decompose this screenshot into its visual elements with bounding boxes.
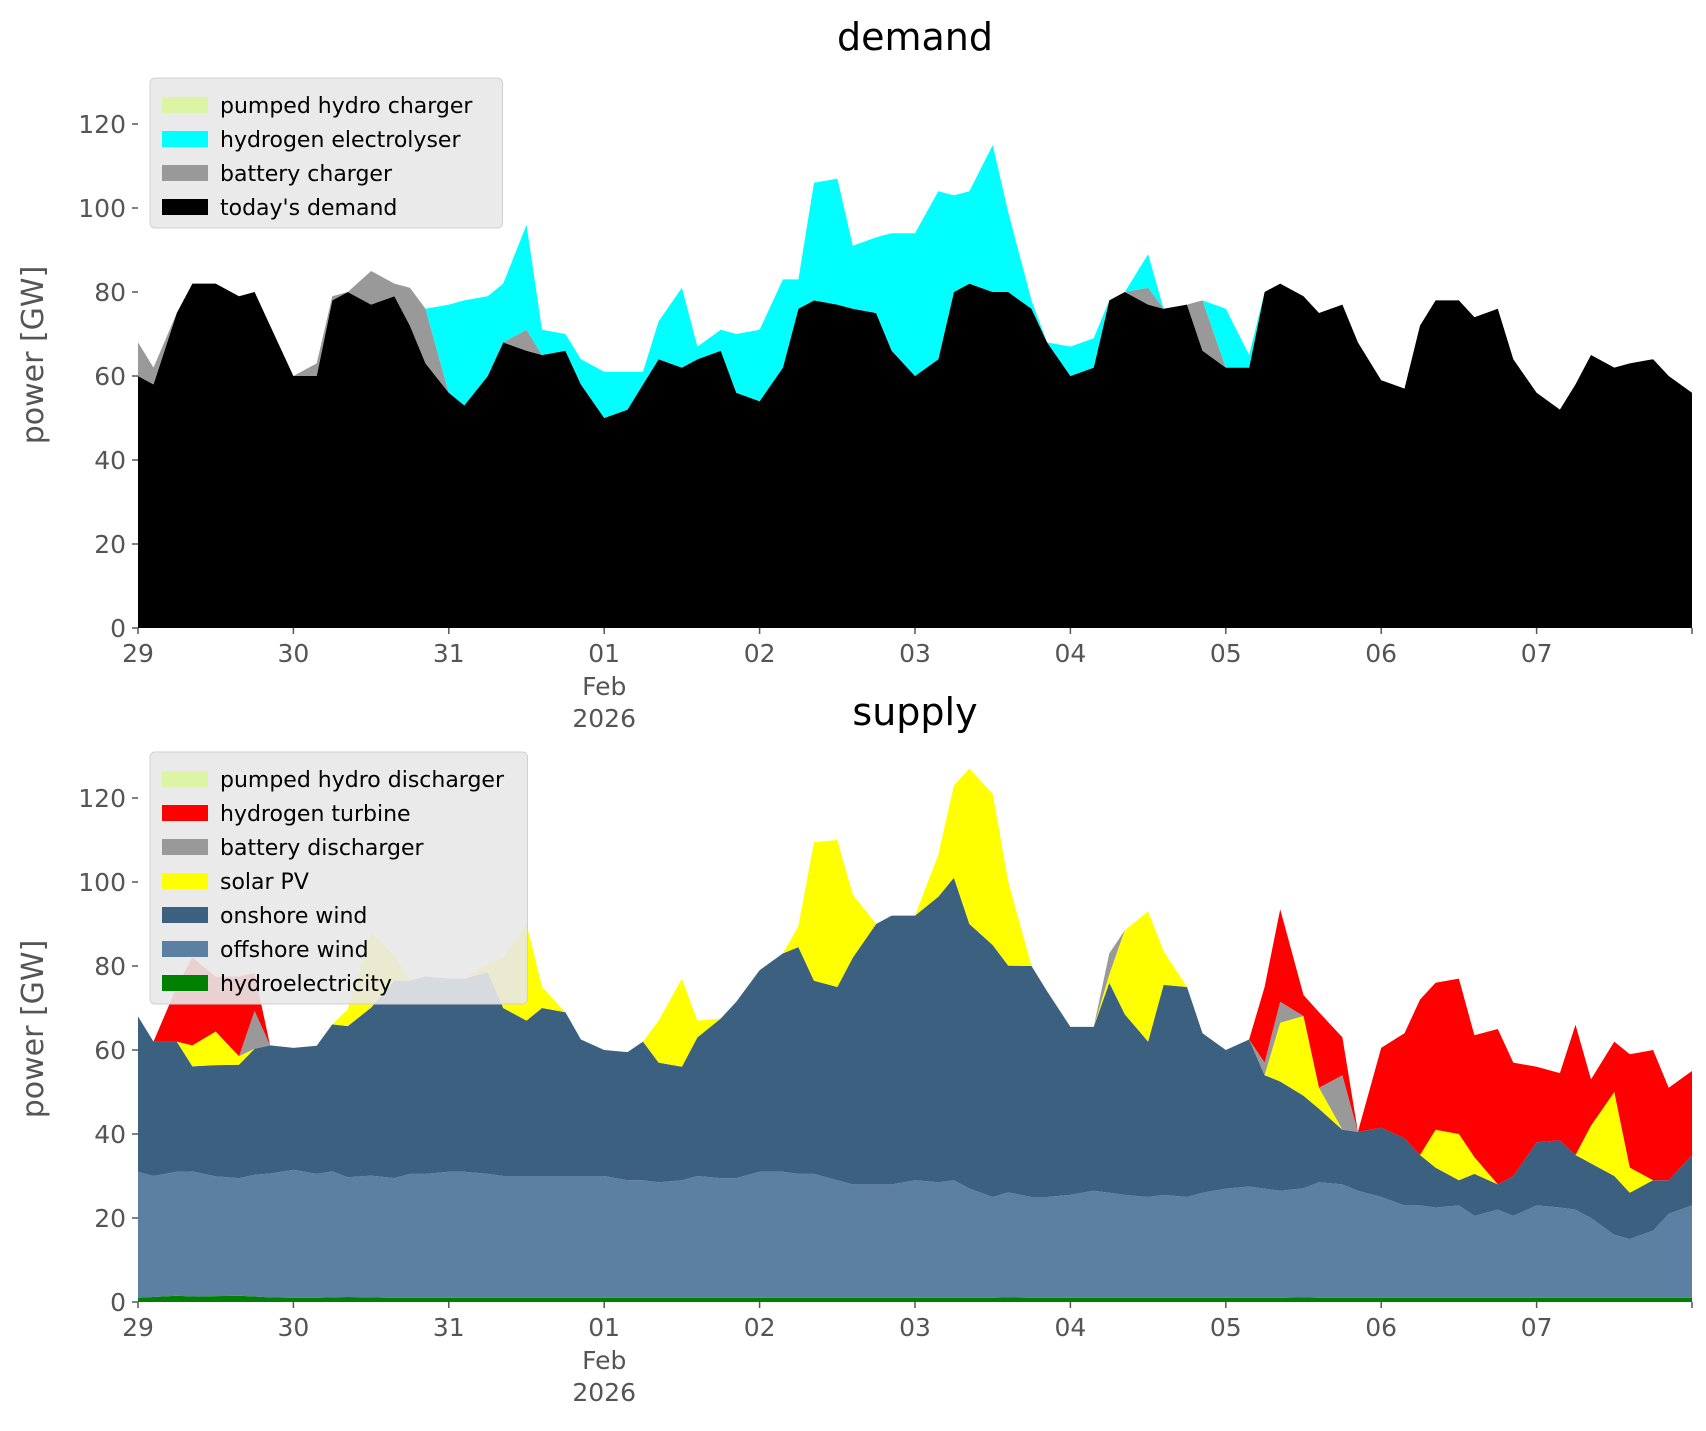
y-tick-label: 40 bbox=[94, 1120, 126, 1149]
y-tick-label: 0 bbox=[110, 1288, 126, 1317]
legend-label: pumped hydro charger bbox=[220, 94, 473, 119]
x-tick-label: 30 bbox=[277, 1313, 309, 1342]
y-tick-label: 20 bbox=[94, 530, 126, 559]
legend-label: offshore wind bbox=[220, 938, 369, 963]
legend-swatch-onshore-wind bbox=[162, 907, 208, 923]
legend-frame bbox=[149, 751, 528, 1005]
chart-title: supply bbox=[852, 690, 977, 734]
x-tick-sublabel: 2026 bbox=[572, 704, 636, 733]
x-tick-label: 05 bbox=[1210, 1313, 1242, 1342]
legend-swatch-solar-pv bbox=[162, 873, 208, 889]
legend-swatch-hydrogen-turbine bbox=[162, 805, 208, 821]
legend-swatch-battery-charger bbox=[162, 165, 208, 181]
legend-label: hydrogen turbine bbox=[220, 802, 411, 827]
legend-label: hydrogen electrolyser bbox=[220, 128, 461, 153]
legend-label: battery discharger bbox=[220, 836, 425, 861]
x-tick-label: 04 bbox=[1054, 639, 1086, 668]
x-tick-label: 29 bbox=[122, 639, 154, 668]
x-tick-label: 01 bbox=[588, 639, 620, 668]
x-tick-label: 02 bbox=[744, 1313, 776, 1342]
y-tick-label: 100 bbox=[78, 868, 126, 897]
area-today-s-demand bbox=[138, 283, 1692, 628]
x-tick-label: 31 bbox=[433, 639, 465, 668]
legend-label: hydroelectricity bbox=[220, 972, 392, 997]
legend: pumped hydro discharger hydrogen turbine b… bbox=[149, 751, 528, 1005]
y-axis-label: power [GW] bbox=[16, 266, 51, 445]
x-tick-label: 04 bbox=[1054, 1313, 1086, 1342]
area-solar-pv bbox=[138, 768, 1692, 1193]
legend-swatch-pumped-hydro-charger bbox=[162, 97, 208, 113]
y-tick-label: 120 bbox=[78, 110, 126, 139]
legend-swatch-hydroelectricity bbox=[162, 975, 208, 991]
y-tick-label: 60 bbox=[94, 362, 126, 391]
y-tick-label: 100 bbox=[78, 194, 126, 223]
x-tick-label: 29 bbox=[122, 1313, 154, 1342]
x-tick-label: 07 bbox=[1521, 1313, 1553, 1342]
y-tick-label: 0 bbox=[110, 614, 126, 643]
y-axis-label: power [GW] bbox=[16, 940, 51, 1119]
area-offshore-wind bbox=[138, 1169, 1692, 1298]
y-tick-label: 80 bbox=[94, 278, 126, 307]
x-tick-label: 03 bbox=[899, 1313, 931, 1342]
legend-swatch-today-s-demand bbox=[162, 199, 208, 215]
legend-swatch-offshore-wind bbox=[162, 941, 208, 957]
y-tick-label: 80 bbox=[94, 952, 126, 981]
legend-frame bbox=[149, 77, 503, 229]
x-tick-label: 31 bbox=[433, 1313, 465, 1342]
x-tick-sublabel: Feb bbox=[582, 672, 626, 701]
chart-title: demand bbox=[837, 15, 993, 59]
x-tick-label: 05 bbox=[1210, 639, 1242, 668]
legend-label: solar PV bbox=[220, 870, 309, 895]
x-tick-label: 01 bbox=[588, 1313, 620, 1342]
x-tick-sublabel: 2026 bbox=[572, 1378, 636, 1407]
legend-swatch-battery-discharger bbox=[162, 839, 208, 855]
legend-swatch-pumped-hydro-discharger bbox=[162, 771, 208, 787]
x-tick-label: 03 bbox=[899, 639, 931, 668]
y-tick-label: 20 bbox=[94, 1204, 126, 1233]
y-tick-label: 120 bbox=[78, 784, 126, 813]
x-tick-label: 06 bbox=[1365, 1313, 1397, 1342]
x-tick-label: 30 bbox=[277, 639, 309, 668]
legend-swatch-hydrogen-electrolyser bbox=[162, 131, 208, 147]
x-tick-label: 06 bbox=[1365, 639, 1397, 668]
area-onshore-wind bbox=[138, 877, 1692, 1239]
legend-label: pumped hydro discharger bbox=[220, 768, 505, 793]
legend-label: onshore wind bbox=[220, 904, 367, 929]
x-tick-label: 02 bbox=[744, 639, 776, 668]
x-tick-sublabel: Feb bbox=[582, 1346, 626, 1375]
legend-label: battery charger bbox=[220, 162, 393, 187]
y-tick-label: 60 bbox=[94, 1036, 126, 1065]
area-hydroelectricity bbox=[138, 1295, 1692, 1302]
legend: pumped hydro charger hydrogen electrolyse… bbox=[149, 77, 503, 229]
y-tick-label: 40 bbox=[94, 446, 126, 475]
x-tick-label: 07 bbox=[1521, 639, 1553, 668]
area-hydrogen-electrolyser bbox=[138, 145, 1692, 418]
legend-label: today's demand bbox=[220, 196, 397, 221]
